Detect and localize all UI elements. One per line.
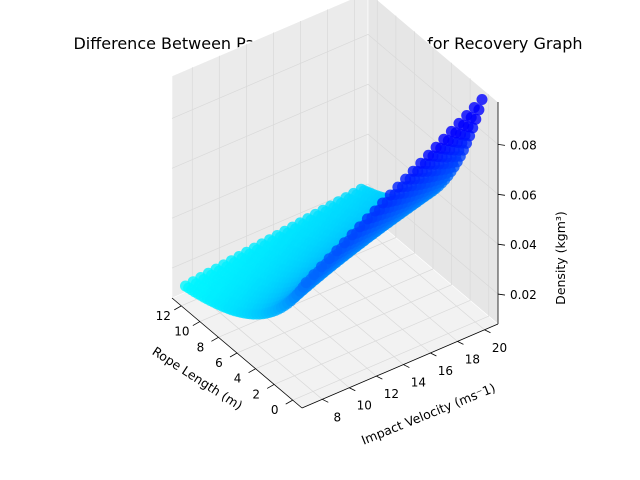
y-tick-mark [376,375,383,380]
data-point [377,197,389,209]
y-tick-mark [430,352,437,357]
z-tick-label: 0.08 [510,138,537,152]
z-tick-mark [497,293,506,296]
x-gridline [292,94,490,401]
y-tick-mark [484,329,491,334]
data-point [384,189,396,201]
y-tick-label: 14 [411,376,426,390]
x-tick-label: 4 [234,372,242,386]
data-point [354,221,366,233]
z-tick-mark [497,243,506,246]
data-point [369,205,381,217]
z-tick-mark [497,144,506,146]
x-tick-mark [285,399,293,405]
data-point [438,133,450,145]
x-tick-mark [266,384,275,389]
z-tick-mark [497,193,506,196]
x-tick-label: 10 [174,325,189,339]
x-gridline [236,47,434,354]
data-point [331,245,343,257]
y-tick-mark [322,398,329,403]
data-point [346,229,358,241]
x-tick-label: 0 [271,403,279,417]
data-point [430,141,442,153]
x-tick-label: 2 [252,387,260,401]
data-point [400,173,412,185]
y-tick-label: 16 [438,364,453,378]
x-tick-mark [211,336,219,342]
data-point [415,157,427,169]
data-point [300,277,312,289]
z-tick-label: 0.04 [510,238,537,252]
data-point [361,213,373,225]
x-tick-label: 6 [215,356,223,370]
z-tick-label: 0.02 [510,288,537,302]
data-point [461,110,473,121]
data-points [180,94,488,320]
data-point [392,181,404,193]
data-point [445,125,457,137]
x-tick-mark [192,321,201,326]
y-tick-label: 8 [333,410,341,424]
y-tick-label: 12 [384,387,399,401]
x-tick-mark [248,368,256,374]
y-tick-mark [457,341,464,345]
data-point [423,149,434,161]
y-axis-line [301,323,499,409]
y-axis-label: Impact Velocity (ms⁻1) [359,380,497,448]
y-tick-label: 10 [357,399,372,413]
data-point [468,102,480,113]
data-point [338,237,350,249]
x-tick-mark [174,305,182,311]
y-tick-label: 20 [492,341,507,355]
x-gridline [274,78,471,385]
x-tick-label: 12 [156,309,171,323]
x-tick-label: 8 [197,340,205,354]
data-point [323,253,335,265]
x-tick-mark [229,352,238,358]
data-point [453,117,465,129]
z-tick-label: 0.06 [510,188,537,202]
z-gridline [171,183,499,295]
data-point [308,269,320,281]
y-tick-label: 18 [465,352,480,366]
y-tick-mark [403,364,410,368]
z-gridline [171,133,499,245]
z-axis-label: Density (kgm³) [553,211,568,305]
y-tick-mark [349,387,356,392]
z-gridline [171,33,499,145]
data-point [316,261,327,273]
data-point [407,165,419,177]
data-point [476,94,488,105]
